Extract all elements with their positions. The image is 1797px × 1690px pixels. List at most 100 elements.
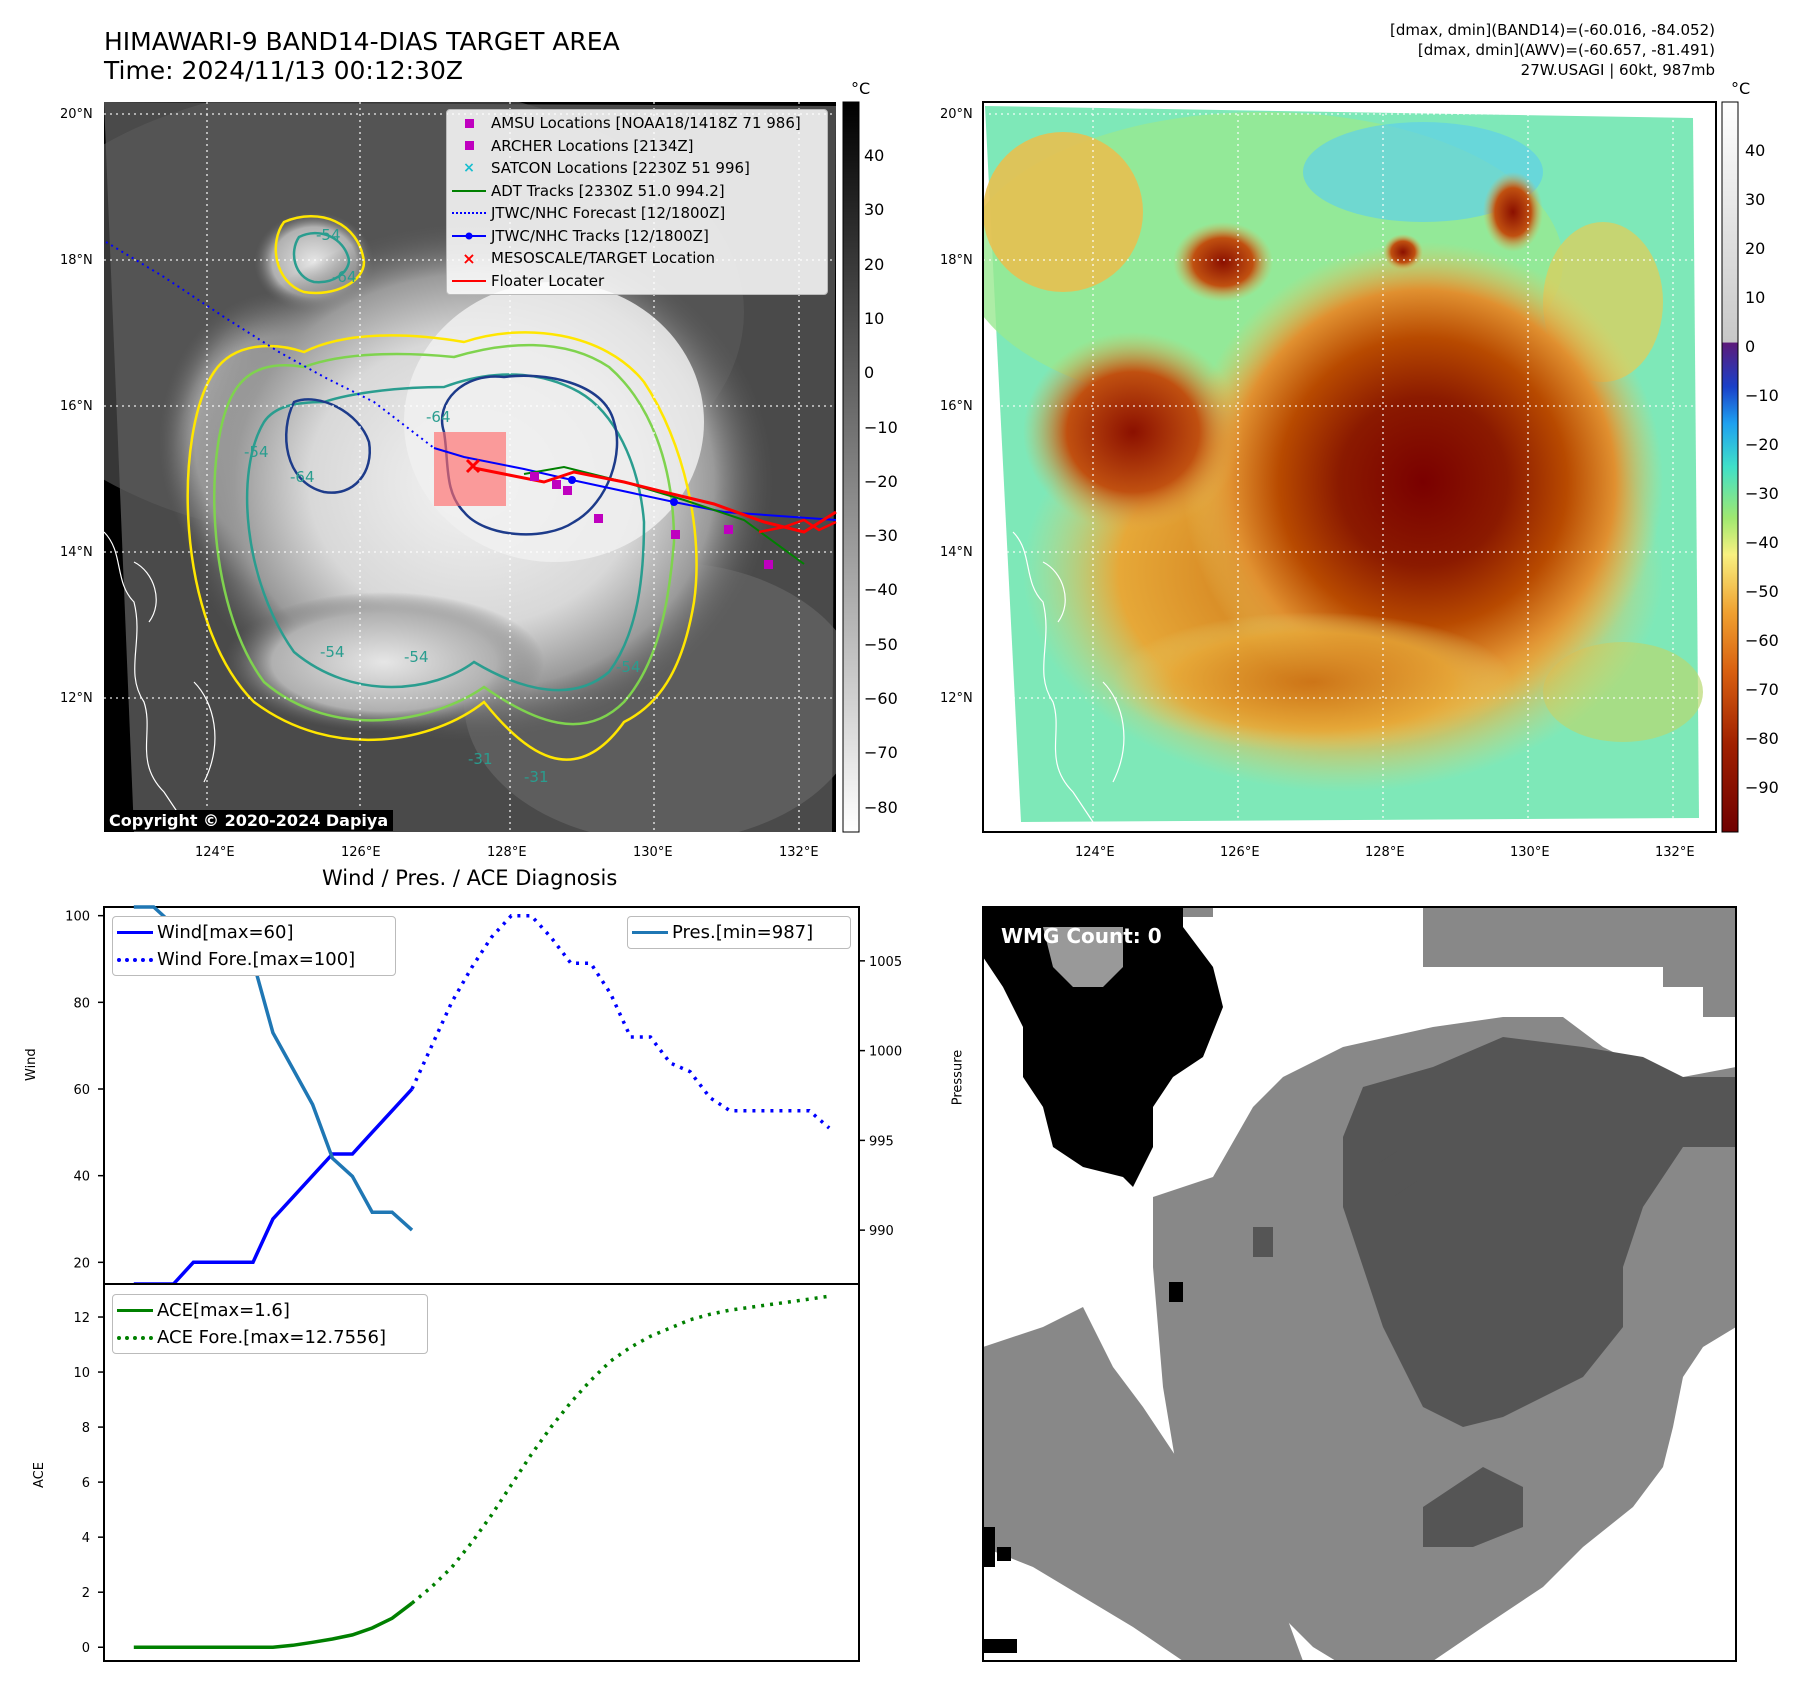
lon-label: 130°E [1510, 845, 1550, 860]
target-location-marker [465, 458, 481, 474]
map-legend: AMSU Locations [NOAA18/1418Z 71 986] ARC… [446, 109, 828, 295]
lat-label: 16°N [60, 399, 93, 414]
series-line-wind [133, 1087, 414, 1286]
contour-label: -31 [524, 768, 549, 786]
contour-label: -54 [404, 648, 429, 666]
legend-archer: ARCHER Locations [2134Z] [447, 135, 827, 158]
lat-label: 20°N [940, 107, 973, 122]
pressure-legend: Pres.[min=987] [627, 916, 851, 949]
colorbar-tick-label: −90 [1745, 778, 1779, 797]
legend-wind-forecast: Wind Fore.[max=100] [113, 946, 395, 973]
y-right-tick-label: 1000 [869, 1045, 902, 1060]
colorbar-tick-label: −70 [864, 743, 898, 763]
lon-label: 126°E [341, 845, 381, 860]
legend-adt: ADT Tracks [2330Z 51.0 994.2] [447, 180, 827, 203]
legend-ace: ACE[max=1.6] [113, 1297, 427, 1324]
colorbar-tick-label: −60 [864, 689, 898, 708]
figure-title: HIMAWARI-9 BAND14-DIAS TARGET AREA [104, 27, 620, 56]
y-tick-label: 100 [65, 910, 90, 925]
lat-label: 16°N [940, 399, 973, 414]
lat-label: 12°N [60, 691, 93, 706]
y-tick-label: 2 [82, 1586, 90, 1601]
colorbar-tick-label: −20 [1745, 435, 1779, 454]
legend-floater: Floater Locater [447, 270, 827, 293]
lat-label: 14°N [940, 545, 973, 560]
lon-label: 128°E [1365, 845, 1405, 860]
y-tick-label: 20 [73, 1256, 90, 1271]
lat-label: 14°N [60, 545, 93, 560]
legend-wind: Wind[max=60] [113, 919, 395, 946]
legend-target: × MESOSCALE/TARGET Location [462, 248, 716, 268]
colorbar-tick-label: 30 [1745, 190, 1766, 209]
contour-label: -64 [332, 268, 357, 286]
y-tick-label: 80 [73, 996, 90, 1011]
colorbar-tick-label: −40 [864, 580, 898, 600]
storm-info: 27W.USAGI | 60kt, 987mb [1520, 61, 1715, 79]
colorbar-color [1721, 101, 1739, 833]
colorbar-tick-label: −60 [1745, 631, 1779, 650]
amsu-archer-markers [530, 472, 773, 569]
y-right-tick-label: 995 [869, 1134, 894, 1149]
band14-range: [dmax, dmin](BAND14)=(-60.016, -84.052) [1390, 21, 1715, 39]
series-line-ace-fore [410, 1294, 830, 1605]
wmg-panel [982, 906, 1737, 1662]
lat-label: 18°N [60, 253, 93, 268]
colorbar-tick-label: −10 [864, 417, 898, 437]
colorbar-tick-label: 0 [1745, 337, 1756, 356]
colorbar-color-unit: °C [1731, 79, 1751, 98]
colorbar-tick-label: −40 [1745, 533, 1779, 552]
series-line-ace [133, 1601, 414, 1649]
ir-color-map [982, 101, 1717, 833]
colorbar-tick-label: −50 [864, 634, 898, 654]
jtwc-forecast-track [105, 241, 435, 449]
lon-label: 132°E [779, 845, 819, 860]
lon-label: 132°E [1655, 845, 1695, 860]
colorbar-tick-label: −70 [1745, 680, 1779, 699]
contour-label: -64 [290, 468, 315, 486]
contour-label: -54 [616, 658, 641, 676]
ace-axis-label: ACE [32, 1462, 47, 1488]
contour-label: -54 [320, 643, 345, 661]
series-line-wind-fore [410, 913, 831, 1130]
lat-label: 18°N [940, 253, 973, 268]
colorbar-tick-label: 30 [864, 200, 885, 220]
diagnosis-title: Wind / Pres. / ACE Diagnosis [322, 866, 618, 890]
wind-legend: Wind[max=60] Wind Fore.[max=100] [112, 916, 396, 976]
wind-axis-label: Wind [24, 1048, 39, 1081]
contour-label: -31 [468, 750, 493, 768]
colorbar-tick-label: 40 [1745, 141, 1766, 160]
legend-pressure: Pres.[min=987] [628, 919, 850, 946]
pressure-axis-label: Pressure [950, 1049, 966, 1106]
lon-label: 130°E [633, 845, 673, 860]
legend-jtwc-forecast: JTWC/NHC Forecast [12/1800Z] [447, 202, 827, 225]
colorbar-tick-label: 10 [1745, 288, 1766, 307]
colorbar-gray-unit: °C [851, 79, 871, 98]
y-tick-label: 6 [82, 1476, 90, 1491]
colorbar-tick-label: −80 [864, 797, 898, 817]
lon-label: 124°E [195, 845, 235, 860]
lon-label: 124°E [1075, 845, 1115, 860]
colorbar-tick-label: −10 [1745, 386, 1779, 405]
legend-satcon: × SATCON Locations [2230Z 51 996] [463, 159, 750, 178]
colorbar-gray [842, 101, 860, 833]
y-tick-label: 40 [73, 1170, 90, 1185]
colorbar-tick-label: −30 [1745, 484, 1779, 503]
y-tick-label: 12 [73, 1311, 90, 1326]
wmg-count-label: WMG Count: 0 [1001, 924, 1162, 948]
y-tick-label: 60 [73, 1083, 90, 1098]
colorbar-tick-label: 40 [864, 146, 885, 165]
colorbar-tick-label: −50 [1745, 582, 1779, 601]
colorbar-tick-label: 20 [864, 254, 885, 274]
colorbar-tick-label: −80 [1745, 729, 1779, 748]
legend-amsu: AMSU Locations [NOAA18/1418Z 71 986] [447, 112, 827, 135]
lat-label: 12°N [940, 691, 973, 706]
colorbar-tick-label: 20 [1745, 239, 1766, 258]
ace-legend: ACE[max=1.6] ACE Fore.[max=12.7556] [112, 1294, 428, 1354]
copyright-label: Copyright © 2020-2024 Dapiya [104, 810, 394, 831]
lon-label: 126°E [1220, 845, 1260, 860]
colorbar-tick-label: 10 [864, 308, 885, 328]
legend-jtwc-tracks: JTWC/NHC Tracks [12/1800Z] [447, 225, 827, 248]
contour-label: -54 [244, 443, 269, 461]
y-tick-label: 10 [73, 1366, 90, 1381]
y-tick-label: 8 [82, 1421, 90, 1436]
